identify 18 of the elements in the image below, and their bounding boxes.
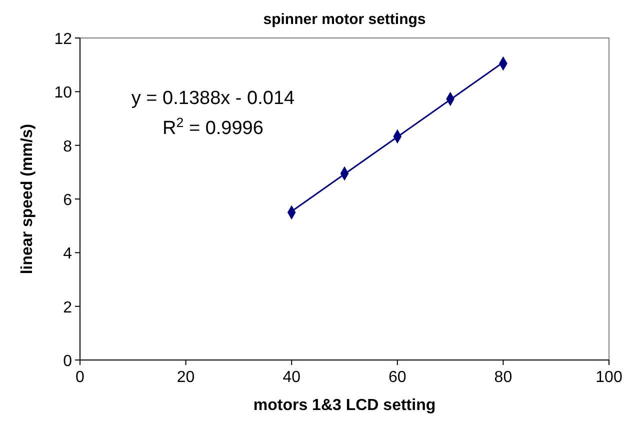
annotation: R$^{2}$ = 0.9996 — [162, 114, 264, 139]
y-tick-label: 10 — [54, 84, 72, 102]
y-tick-label: 0 — [63, 353, 72, 370]
x-tick-label: 80 — [494, 369, 512, 386]
x-tick-label: 40 — [282, 369, 301, 386]
y-tick-label: 8 — [63, 138, 72, 156]
y-axis-title: linear speed (mm/s) — [19, 124, 36, 274]
x-tick-label: 60 — [388, 369, 406, 386]
y-tick-label: 2 — [63, 299, 72, 316]
annotation: y = 0.1388x - 0.014 — [131, 88, 296, 109]
x-tick-label: 0 — [76, 369, 85, 386]
y-tick-label: 4 — [63, 246, 72, 263]
x-axis-title: motors 1&3 LCD setting — [253, 397, 436, 414]
x-tick-label: 20 — [176, 369, 195, 386]
chart-title: spinner motor settings — [263, 11, 426, 28]
y-tick-label: 12 — [54, 31, 72, 48]
x-tick-label: 100 — [596, 369, 622, 386]
y-tick-label: 6 — [63, 192, 72, 209]
